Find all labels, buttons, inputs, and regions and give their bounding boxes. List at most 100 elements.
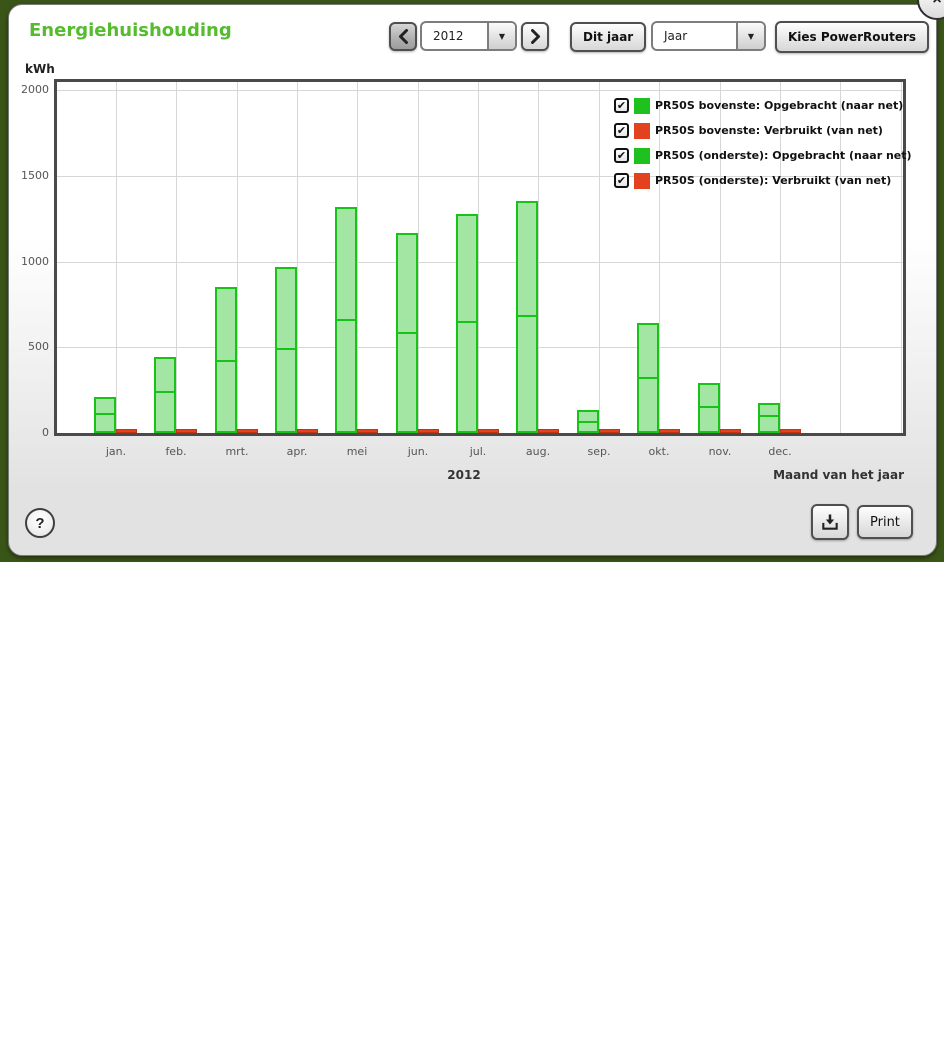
y-tick-label: 2000: [21, 83, 49, 96]
x-tick-label-feb: feb.: [165, 445, 187, 458]
h-gridline: [57, 176, 903, 177]
v-gridline: [418, 82, 419, 433]
bar-stack-divider: [458, 321, 476, 323]
bar-stack-divider: [639, 377, 657, 379]
x-tick-label-okt: okt.: [648, 445, 670, 458]
y-tick-label: 500: [28, 340, 49, 353]
x-tick-label-jan: jan.: [105, 445, 127, 458]
legend-label: PR50S (onderste): Opgebracht (naar net): [655, 149, 912, 162]
bar-verbruikt-dec: [780, 429, 801, 433]
v-gridline: [659, 82, 660, 433]
v-gridline: [538, 82, 539, 433]
legend-label: PR50S bovenste: Opgebracht (naar net): [655, 99, 904, 112]
bar-verbruikt-jan: [116, 429, 137, 433]
bar-opgebracht-nov: [698, 383, 720, 433]
x-tick-label-nov: nov.: [708, 445, 732, 458]
dit-jaar-button[interactable]: Dit jaar: [570, 22, 647, 52]
value-axis-title: kWh: [25, 62, 55, 76]
kies-powerrouters-button[interactable]: Kies PowerRouters: [775, 21, 930, 53]
v-gridline: [901, 82, 902, 433]
print-button[interactable]: Print: [857, 505, 913, 539]
legend-label: PR50S bovenste: Verbruikt (van net): [655, 124, 883, 137]
page-title: Energiehuishouding: [29, 20, 232, 41]
bar-verbruikt-jun: [418, 429, 439, 433]
h-gridline: [57, 262, 903, 263]
chevron-down-icon[interactable]: ▼: [736, 23, 764, 49]
bar-stack-divider: [277, 348, 295, 350]
v-gridline: [780, 82, 781, 433]
bar-verbruikt-mrt: [237, 429, 258, 433]
bar-verbruikt-apr: [297, 429, 318, 433]
legend-checkbox[interactable]: ✔: [614, 173, 629, 188]
legend-row: ✔ PR50S (onderste): Verbruikt (van net): [614, 168, 912, 193]
v-gridline: [116, 82, 117, 433]
period-select-value: Jaar: [664, 29, 688, 43]
v-gridline: [357, 82, 358, 433]
bar-stack-divider: [156, 391, 174, 393]
chart-legend: ✔ PR50S bovenste: Opgebracht (naar net) ✔ P…: [614, 93, 912, 193]
v-gridline: [297, 82, 298, 433]
bar-stack-divider: [398, 332, 416, 334]
year-select-value: 2012: [433, 29, 464, 43]
energy-dialog: Energiehuishouding 2012 ▼ Dit jaar Jaar …: [8, 4, 937, 556]
bar-stack-divider: [337, 319, 355, 321]
download-button[interactable]: [811, 504, 849, 540]
chevron-down-icon[interactable]: ▼: [487, 23, 515, 49]
legend-checkbox[interactable]: ✔: [614, 148, 629, 163]
v-gridline: [840, 82, 841, 433]
x-axis-title: Maand van het jaar: [773, 468, 904, 482]
bar-opgebracht-jul: [456, 214, 478, 433]
x-tick-label-mei: mei: [346, 445, 368, 458]
chevron-right-icon: [530, 29, 540, 44]
x-axis-year-label: 2012: [447, 468, 481, 482]
bar-opgebracht-apr: [275, 267, 297, 433]
legend-swatch: [634, 97, 650, 114]
bar-opgebracht-jun: [396, 233, 418, 433]
bar-stack-divider: [579, 421, 597, 423]
y-tick-label: 1000: [21, 255, 49, 268]
previous-year-button[interactable]: [389, 22, 417, 51]
bar-stack-divider: [96, 413, 114, 415]
bar-stack-divider: [217, 360, 235, 362]
bar-verbruikt-sep: [599, 429, 620, 433]
v-gridline: [478, 82, 479, 433]
legend-row: ✔ PR50S bovenste: Opgebracht (naar net): [614, 93, 912, 118]
legend-row: ✔ PR50S (onderste): Opgebracht (naar net): [614, 143, 912, 168]
legend-row: ✔ PR50S bovenste: Verbruikt (van net): [614, 118, 912, 143]
bar-verbruikt-nov: [720, 429, 741, 433]
bar-opgebracht-mrt: [215, 287, 237, 433]
v-gridline: [599, 82, 600, 433]
chevron-left-icon: [398, 29, 408, 44]
v-gridline: [176, 82, 177, 433]
bar-opgebracht-dec: [758, 403, 780, 433]
bar-opgebracht-aug: [516, 201, 538, 433]
legend-checkbox[interactable]: ✔: [614, 98, 629, 113]
bar-verbruikt-mei: [357, 429, 378, 433]
legend-swatch: [634, 122, 650, 139]
x-tick-label-apr: apr.: [286, 445, 308, 458]
legend-swatch: [634, 147, 650, 164]
period-select[interactable]: Jaar ▼: [651, 21, 766, 51]
h-gridline: [57, 347, 903, 348]
bar-opgebracht-jan: [94, 397, 116, 433]
bar-opgebracht-mei: [335, 207, 357, 433]
bar-stack-divider: [760, 415, 778, 417]
bar-opgebracht-feb: [154, 357, 176, 433]
y-tick-label: 1500: [21, 169, 49, 182]
bar-stack-divider: [700, 406, 718, 408]
v-gridline: [237, 82, 238, 433]
bar-opgebracht-okt: [637, 323, 659, 433]
bar-verbruikt-jul: [478, 429, 499, 433]
legend-checkbox[interactable]: ✔: [614, 123, 629, 138]
bar-stack-divider: [518, 315, 536, 317]
next-year-button[interactable]: [521, 22, 549, 51]
help-button[interactable]: ?: [25, 508, 55, 538]
x-tick-label-mrt: mrt.: [225, 445, 249, 458]
h-gridline: [57, 90, 903, 91]
bar-verbruikt-okt: [659, 429, 680, 433]
x-tick-label-sep: sep.: [587, 445, 611, 458]
x-tick-label-jun: jun.: [407, 445, 429, 458]
download-icon: [822, 514, 838, 530]
year-select[interactable]: 2012 ▼: [420, 21, 517, 51]
